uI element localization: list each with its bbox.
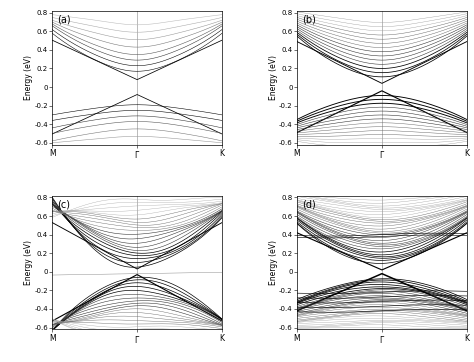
- Y-axis label: Energy (eV): Energy (eV): [269, 55, 278, 100]
- Y-axis label: Energy (eV): Energy (eV): [24, 240, 33, 285]
- Text: (d): (d): [302, 199, 316, 210]
- Y-axis label: Energy (eV): Energy (eV): [269, 240, 278, 285]
- Text: (b): (b): [302, 15, 316, 25]
- Text: (a): (a): [57, 15, 71, 25]
- Text: (c): (c): [57, 199, 70, 210]
- Y-axis label: Energy (eV): Energy (eV): [24, 55, 33, 100]
